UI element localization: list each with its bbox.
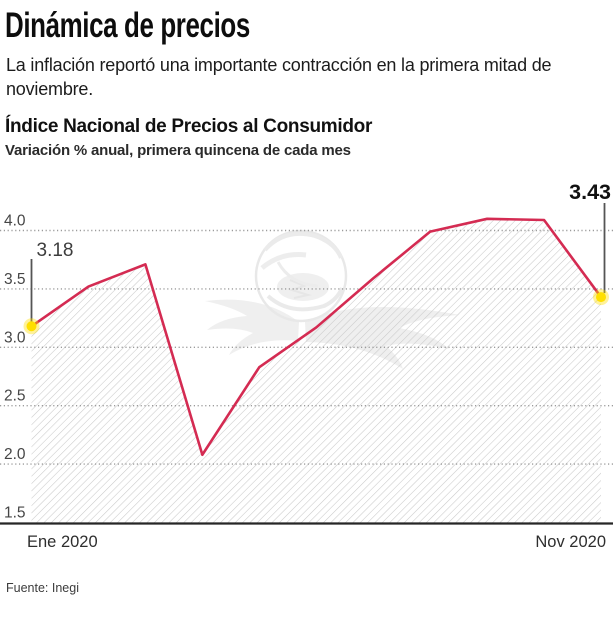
area-fill-hatched [31,218,601,523]
chart-subtitle: Variación % anual, primera quincena de c… [5,142,351,159]
page-subtitle: La inflación reportó una importante cont… [6,55,552,99]
y-tick-label: 2.0 [4,446,26,463]
page-title: Dinámica de precios [5,6,250,45]
infographic-header: Dinámica de precios La inflación reportó… [5,6,605,159]
y-tick-label: 3.0 [4,329,26,346]
source-note: Fuente: Inegi [6,581,79,595]
y-tick-label: 4.0 [4,213,26,230]
annotation-value-label: 3.18 [37,240,74,261]
x-axis-label-end: Nov 2020 [535,533,606,551]
annotation-value-label: 3.43 [569,180,611,204]
data-point-marker [26,321,37,332]
x-axis-label-start: Ene 2020 [27,533,98,551]
y-tick-label: 3.5 [4,271,26,288]
y-tick-label: 1.5 [4,505,26,522]
data-point-marker [596,292,606,303]
chart-title: Índice Nacional de Precios al Consumidor [5,116,373,137]
y-tick-label: 2.5 [4,388,26,405]
inflation-line [30,217,603,457]
